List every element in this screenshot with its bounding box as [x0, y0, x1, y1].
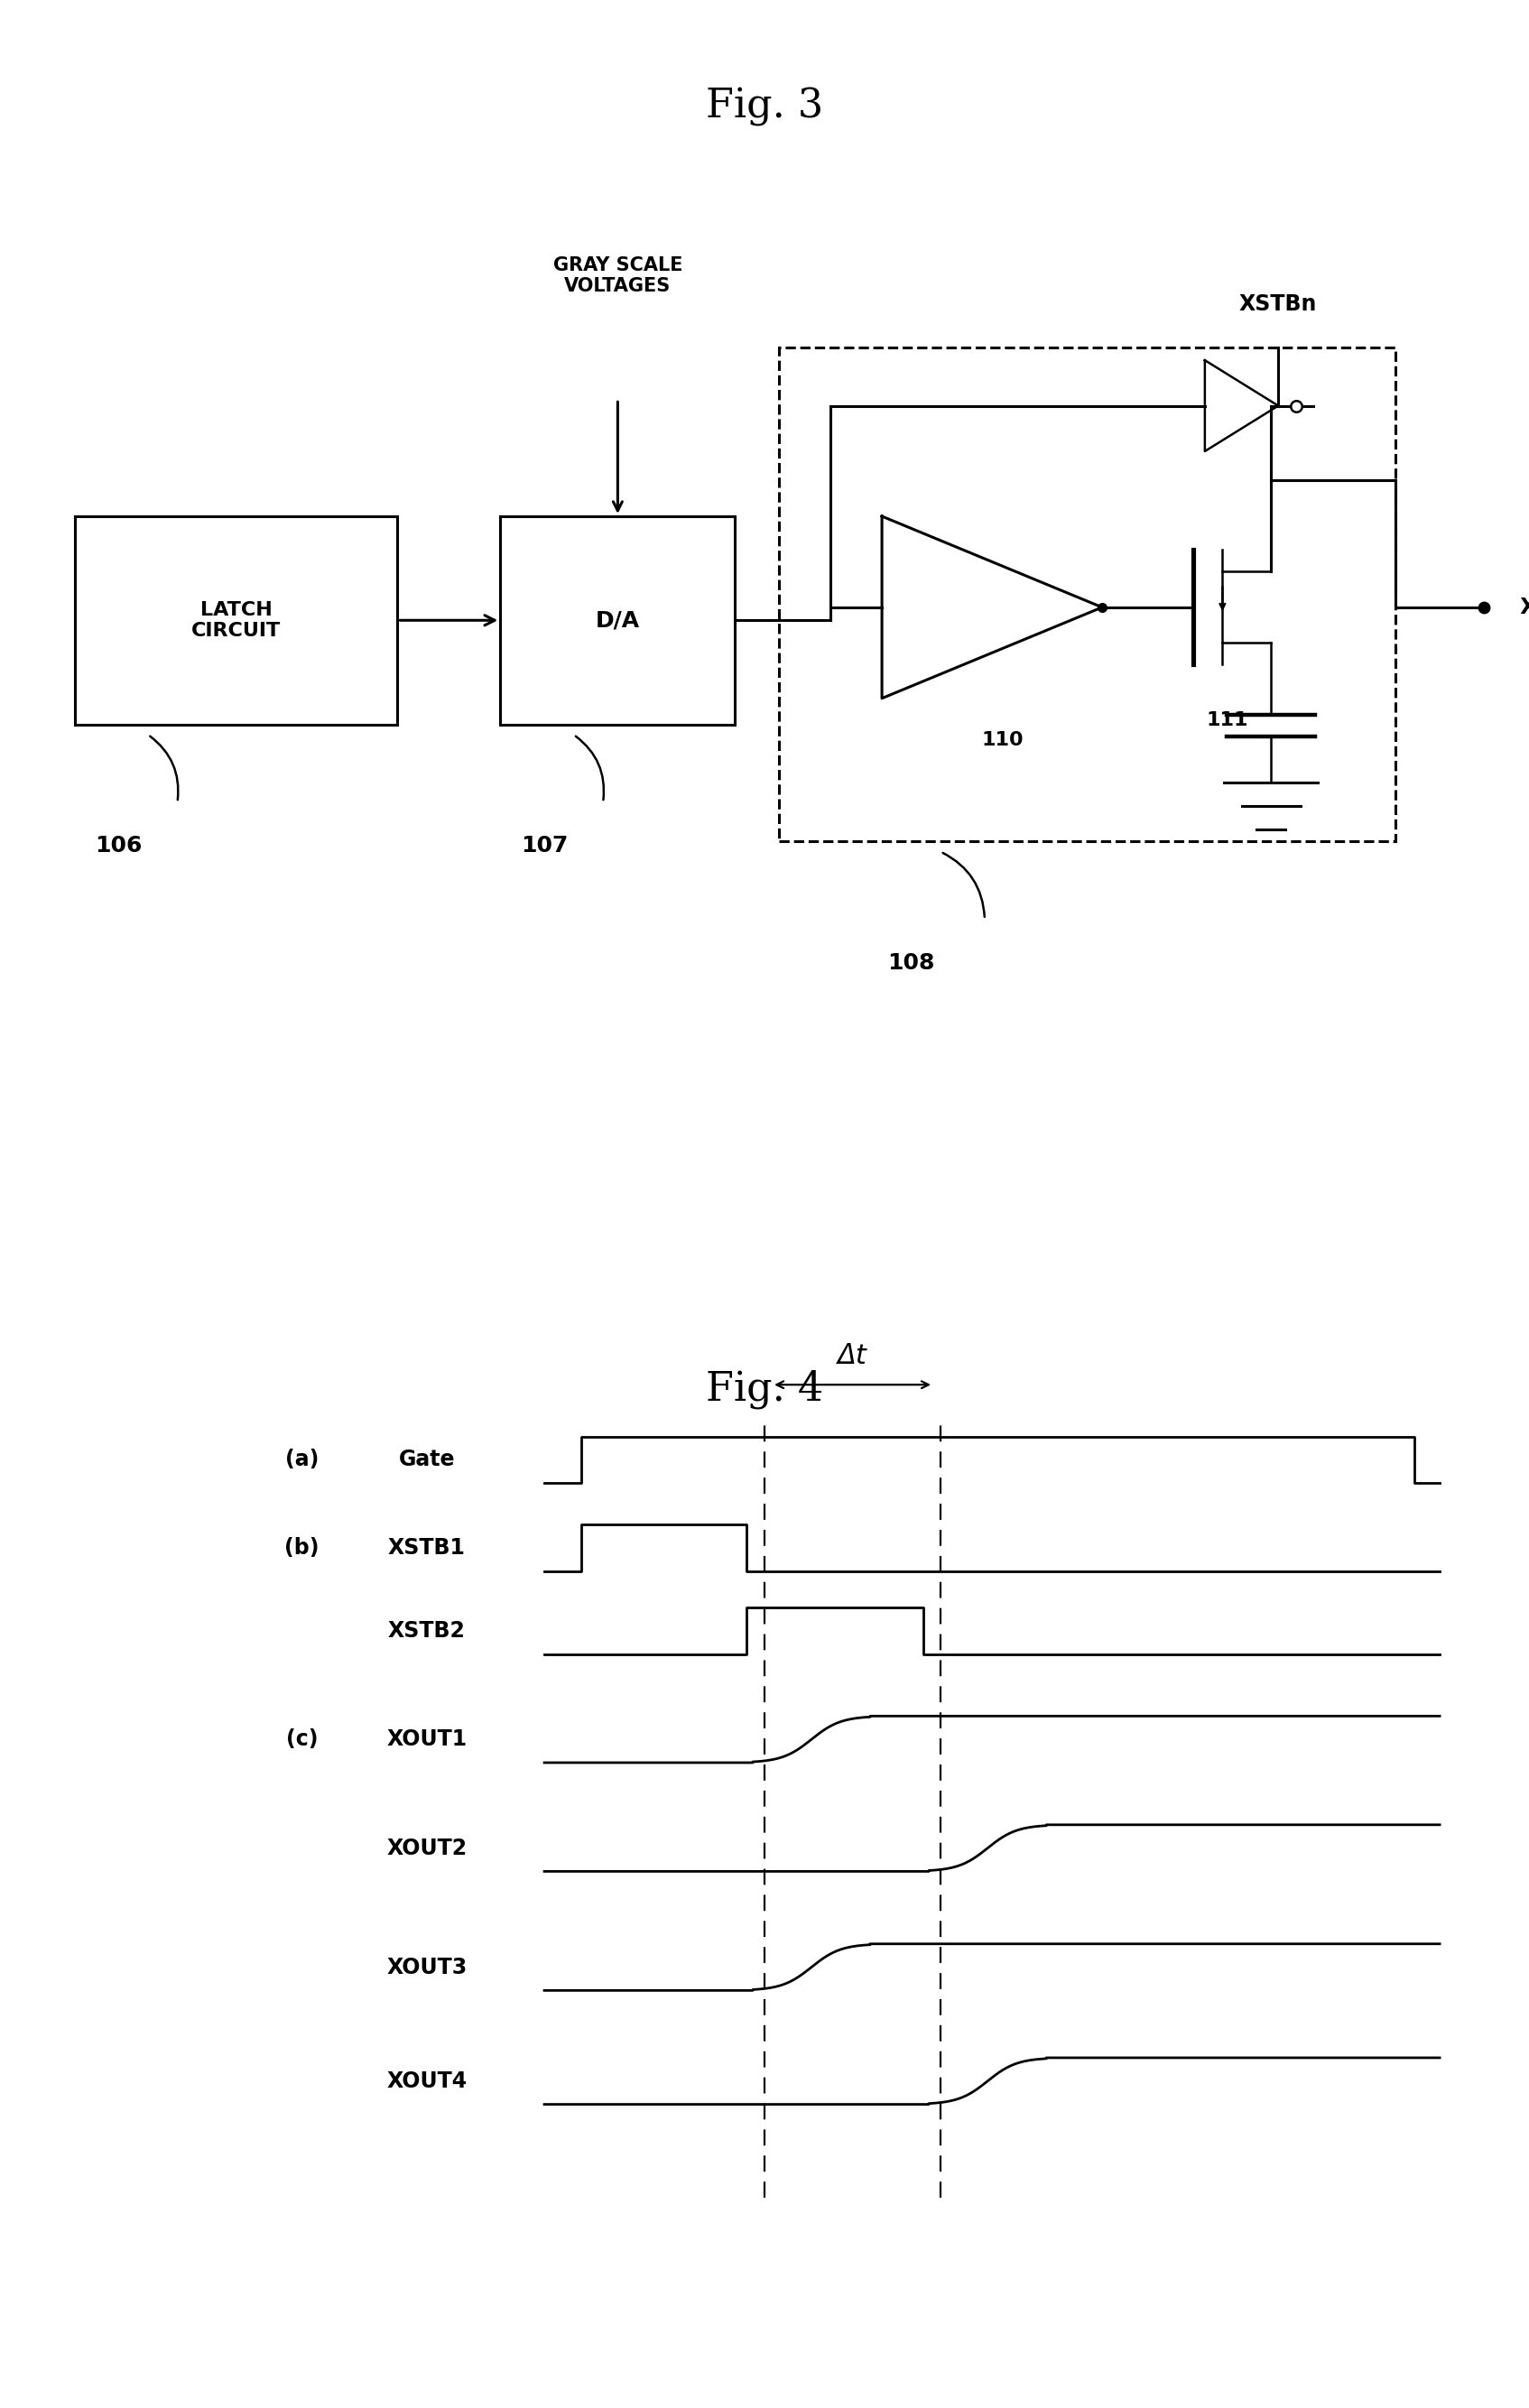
Text: 107: 107 [521, 836, 567, 857]
Text: 106: 106 [95, 836, 142, 857]
Text: LATCH
CIRCUIT: LATCH CIRCUIT [191, 602, 281, 641]
Text: XOUTn: XOUTn [1514, 597, 1529, 619]
Text: XSTB2: XSTB2 [388, 1621, 466, 1642]
Bar [780, 347, 1396, 840]
Text: (c): (c) [286, 1729, 318, 1751]
Text: (b): (b) [284, 1536, 320, 1558]
Text: 111: 111 [1206, 710, 1248, 730]
Text: Gate: Gate [399, 1450, 456, 1471]
Text: Δt: Δt [838, 1344, 867, 1370]
Text: 110: 110 [982, 732, 1024, 749]
Text: Fig. 3: Fig. 3 [706, 87, 823, 125]
Text: XOUT1: XOUT1 [387, 1729, 468, 1751]
Text: XOUT2: XOUT2 [387, 1837, 468, 1859]
Text: D/A: D/A [596, 609, 639, 631]
Text: XOUT3: XOUT3 [387, 1955, 468, 1977]
Polygon shape [882, 515, 1102, 698]
Text: 108: 108 [888, 951, 934, 973]
Text: XSTBn: XSTBn [1240, 294, 1316, 315]
Text: Fig. 4: Fig. 4 [706, 1370, 823, 1409]
Bar [75, 515, 398, 725]
Text: XOUT4: XOUT4 [387, 2071, 468, 2093]
Polygon shape [1205, 361, 1278, 450]
Text: GRAY SCALE
VOLTAGES: GRAY SCALE VOLTAGES [553, 255, 682, 296]
Bar [500, 515, 735, 725]
Text: (a): (a) [286, 1450, 320, 1471]
Text: XSTB1: XSTB1 [388, 1536, 466, 1558]
